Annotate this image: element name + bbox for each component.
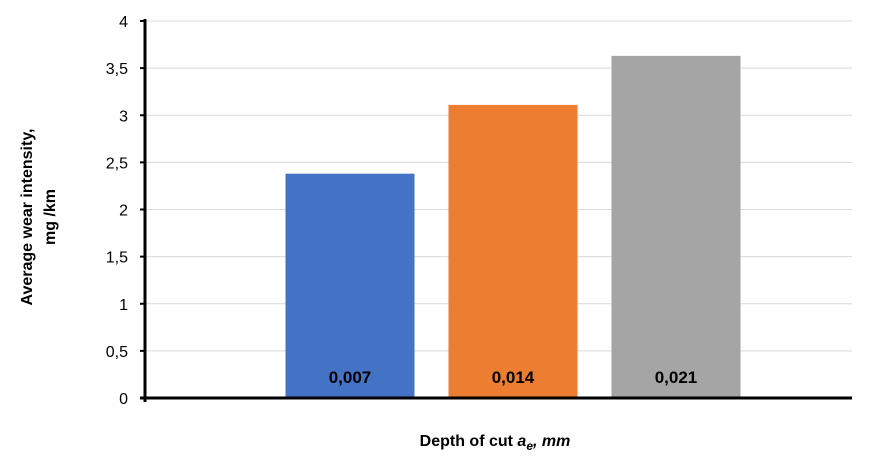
y-tick-label: 0 (119, 391, 128, 408)
x-axis-title-subscript: e (526, 439, 533, 453)
y-tick-label: 2,5 (106, 155, 128, 172)
y-tick-label: 3 (119, 108, 128, 125)
x-axis-title-suffix: , mm (532, 433, 570, 450)
x-axis-title-variable: a (517, 433, 526, 450)
y-tick-label: 4 (119, 14, 128, 31)
bar-labels: 0,007 0,014 0,021 (329, 368, 698, 387)
y-tick-label: 1,5 (106, 250, 128, 267)
x-axis-title-prefix: Depth of cut (420, 433, 518, 450)
y-tick-label: 2 (119, 203, 128, 220)
y-tick-label: 1 (119, 297, 128, 314)
bar-3 (611, 55, 741, 399)
bar-2 (448, 104, 578, 398)
y-tick-label: 3,5 (106, 61, 128, 78)
bar-1 (285, 173, 415, 398)
y-tick-labels: 0 0,5 1 1,5 2 2,5 3 3,5 4 (106, 14, 128, 408)
bar-category-label: 0,021 (655, 368, 698, 387)
y-axis-title-line2: mg /km (42, 189, 59, 245)
y-tick-label: 0,5 (106, 344, 128, 361)
axes (140, 19, 852, 402)
bars (285, 55, 741, 399)
bar-category-label: 0,007 (329, 368, 372, 387)
x-axis-title: Depth of cut ae, mm (420, 433, 571, 453)
y-axis-title-line1: Average wear intensity, (19, 129, 36, 306)
bar-category-label: 0,014 (492, 368, 535, 387)
